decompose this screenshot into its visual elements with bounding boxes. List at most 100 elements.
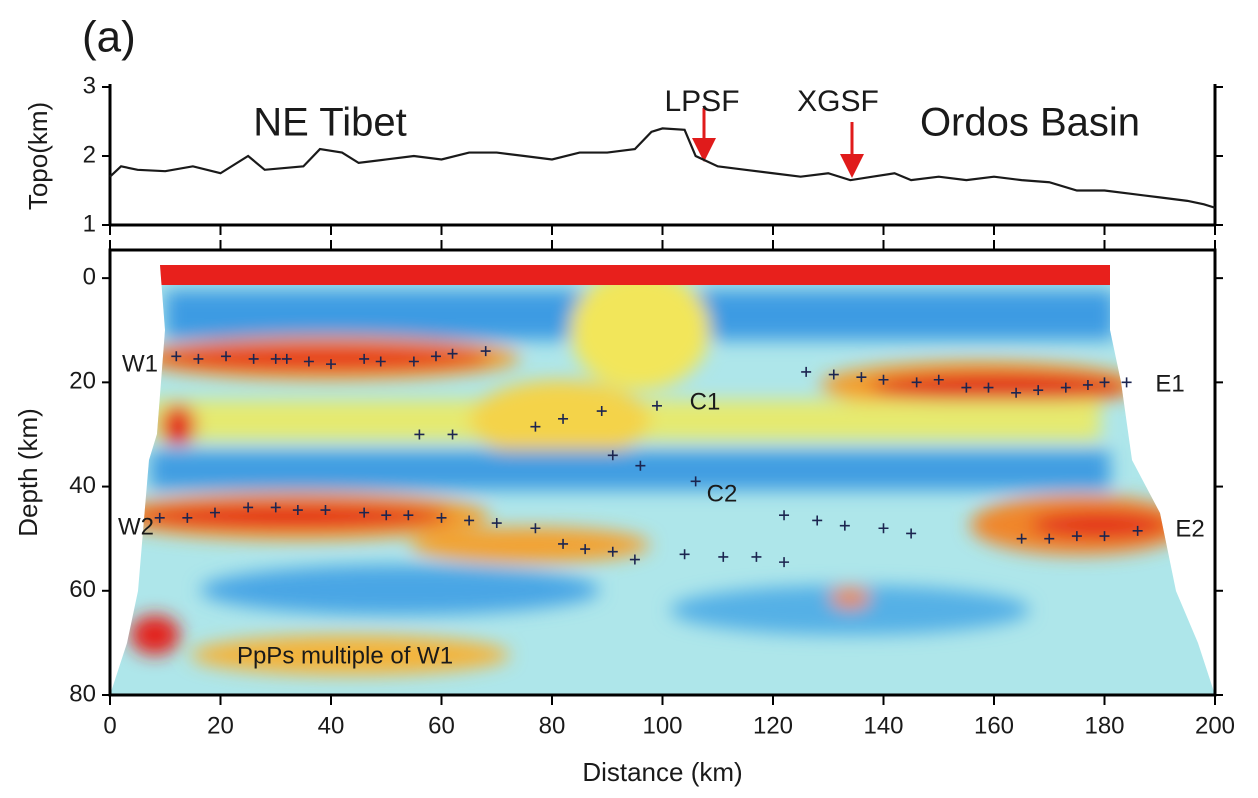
interface-pick <box>243 502 254 513</box>
x-tick-label: 0 <box>103 712 116 739</box>
annotation: LPSF <box>664 85 739 118</box>
interface-pick <box>1044 533 1055 544</box>
annotation: XGSF <box>797 85 879 118</box>
interface-pick <box>961 382 972 393</box>
annotation: PpPs multiple of W1 <box>237 642 453 669</box>
interface-pick <box>779 510 790 521</box>
interface-pick <box>801 366 812 377</box>
x-tick-label: 180 <box>1084 712 1124 739</box>
annotation: W2 <box>118 513 154 540</box>
x-tick-label: 160 <box>974 712 1014 739</box>
interface-pick <box>906 528 917 539</box>
interface-pick <box>580 544 591 555</box>
interface-pick <box>447 348 458 359</box>
interface-pick <box>718 551 729 562</box>
x-tick-label: 100 <box>642 712 682 739</box>
topo-line <box>109 127 1216 209</box>
interface-pick <box>1016 533 1027 544</box>
annotation: C1 <box>690 388 721 415</box>
x-tick-label: 120 <box>753 712 793 739</box>
interface-pick <box>1011 387 1022 398</box>
interface-pick <box>856 372 867 383</box>
interface-pick <box>812 515 823 526</box>
y-tick-label: 60 <box>69 576 96 603</box>
interface-pick <box>359 507 370 518</box>
annotation: Ordos Basin <box>920 101 1140 145</box>
interface-pick <box>983 382 994 393</box>
y-tick-label: 80 <box>69 680 96 707</box>
interface-pick <box>690 476 701 487</box>
interface-pick <box>154 512 165 523</box>
interface-pick <box>635 460 646 471</box>
interface-pick <box>171 351 182 362</box>
interface-pick <box>1033 385 1044 396</box>
y-axis-label: Depth (km) <box>13 408 43 537</box>
x-tick-label: 200 <box>1195 712 1235 739</box>
interface-pick <box>878 523 889 534</box>
interface-pick <box>1071 531 1082 542</box>
interface-pick <box>558 413 569 424</box>
x-tick-label: 140 <box>863 712 903 739</box>
interface-pick <box>414 429 425 440</box>
interface-pick <box>751 551 762 562</box>
y-tick-label: 20 <box>69 368 96 395</box>
interface-pick <box>408 356 419 367</box>
interface-pick <box>1132 525 1143 536</box>
interface-pick <box>828 369 839 380</box>
interface-pick <box>839 520 850 531</box>
x-axis-label: Distance (km) <box>582 757 742 787</box>
y-tick-label: 2 <box>83 141 96 168</box>
interface-pick <box>375 356 386 367</box>
annotation: E2 <box>1175 515 1204 542</box>
annotation: E1 <box>1155 370 1184 397</box>
interface-pick <box>436 512 447 523</box>
y-tick-label: 3 <box>83 72 96 99</box>
interface-pick <box>1099 531 1110 542</box>
migration-image <box>110 265 1215 695</box>
interface-pick <box>607 450 618 461</box>
annotation: W1 <box>122 350 158 377</box>
annotation: NE Tibet <box>253 101 406 145</box>
interface-pick <box>248 353 259 364</box>
interface-pick <box>1082 379 1093 390</box>
interface-pick <box>878 374 889 385</box>
interface-pick <box>221 351 232 362</box>
interface-pick <box>779 557 790 568</box>
panel-label: (a) <box>82 13 136 62</box>
interface-pick <box>193 353 204 364</box>
interface-pick <box>911 377 922 388</box>
interface-pick <box>447 429 458 440</box>
interface-pick <box>182 512 193 523</box>
interface-pick <box>430 351 441 362</box>
interface-pick <box>326 359 336 370</box>
x-tick-label: 40 <box>318 712 345 739</box>
interface-pick <box>558 538 569 549</box>
interface-pick <box>1060 382 1071 393</box>
interface-pick <box>270 353 281 364</box>
interface-pick <box>629 554 640 565</box>
x-tick-label: 20 <box>207 712 234 739</box>
interface-pick <box>1121 377 1132 388</box>
interface-pick <box>359 353 370 364</box>
interface-pick <box>1099 377 1110 388</box>
interface-pick <box>530 523 541 534</box>
interface-pick <box>381 510 392 521</box>
x-tick-label: 60 <box>428 712 455 739</box>
interface-pick <box>281 353 292 364</box>
annotation: C2 <box>707 480 738 507</box>
y-tick-label: 0 <box>83 263 96 290</box>
interface-pick <box>651 400 662 411</box>
interface-pick <box>403 510 414 521</box>
interface-pick <box>607 546 618 557</box>
y-tick-label: 40 <box>69 472 96 499</box>
interface-pick <box>933 374 944 385</box>
interface-pick <box>596 406 607 417</box>
interface-pick <box>303 356 314 367</box>
y-tick-label: 1 <box>83 210 96 237</box>
interface-pick <box>320 505 331 516</box>
interface-pick <box>292 505 303 516</box>
interface-pick <box>464 515 475 526</box>
y-axis-label: Topo(km) <box>23 102 53 210</box>
